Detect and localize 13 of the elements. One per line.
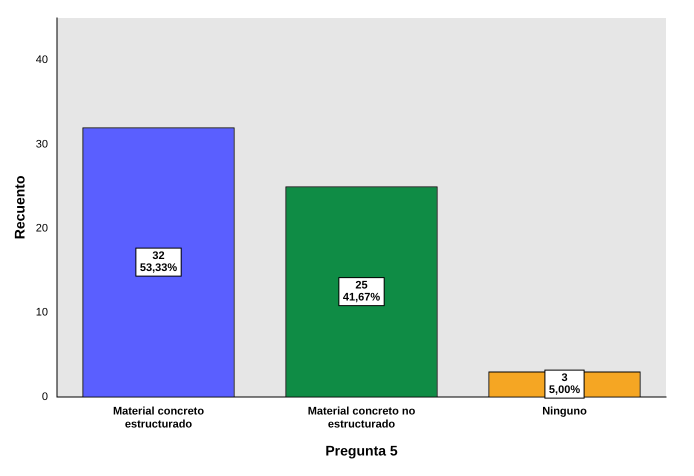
y-tick-label: 10 [36,306,48,319]
x-tick-label: Material concreto no estructurado [308,405,416,431]
data-label: 25 41,67% [342,280,380,304]
y-tick-label: 0 [42,390,48,403]
data-label: 3 5,00% [548,372,580,396]
x-tick-label: Ninguno [542,405,588,418]
data-label: 32 53,33% [140,250,178,274]
y-axis-title: Recuento [11,176,28,240]
y-tick-label: 40 [36,54,48,66]
y-tick-label: 20 [36,222,48,234]
x-tick-label: Material concreto estructurado [112,405,204,431]
x-axis-title: Pregunta 5 [325,442,398,458]
y-tick-label: 30 [36,138,48,150]
